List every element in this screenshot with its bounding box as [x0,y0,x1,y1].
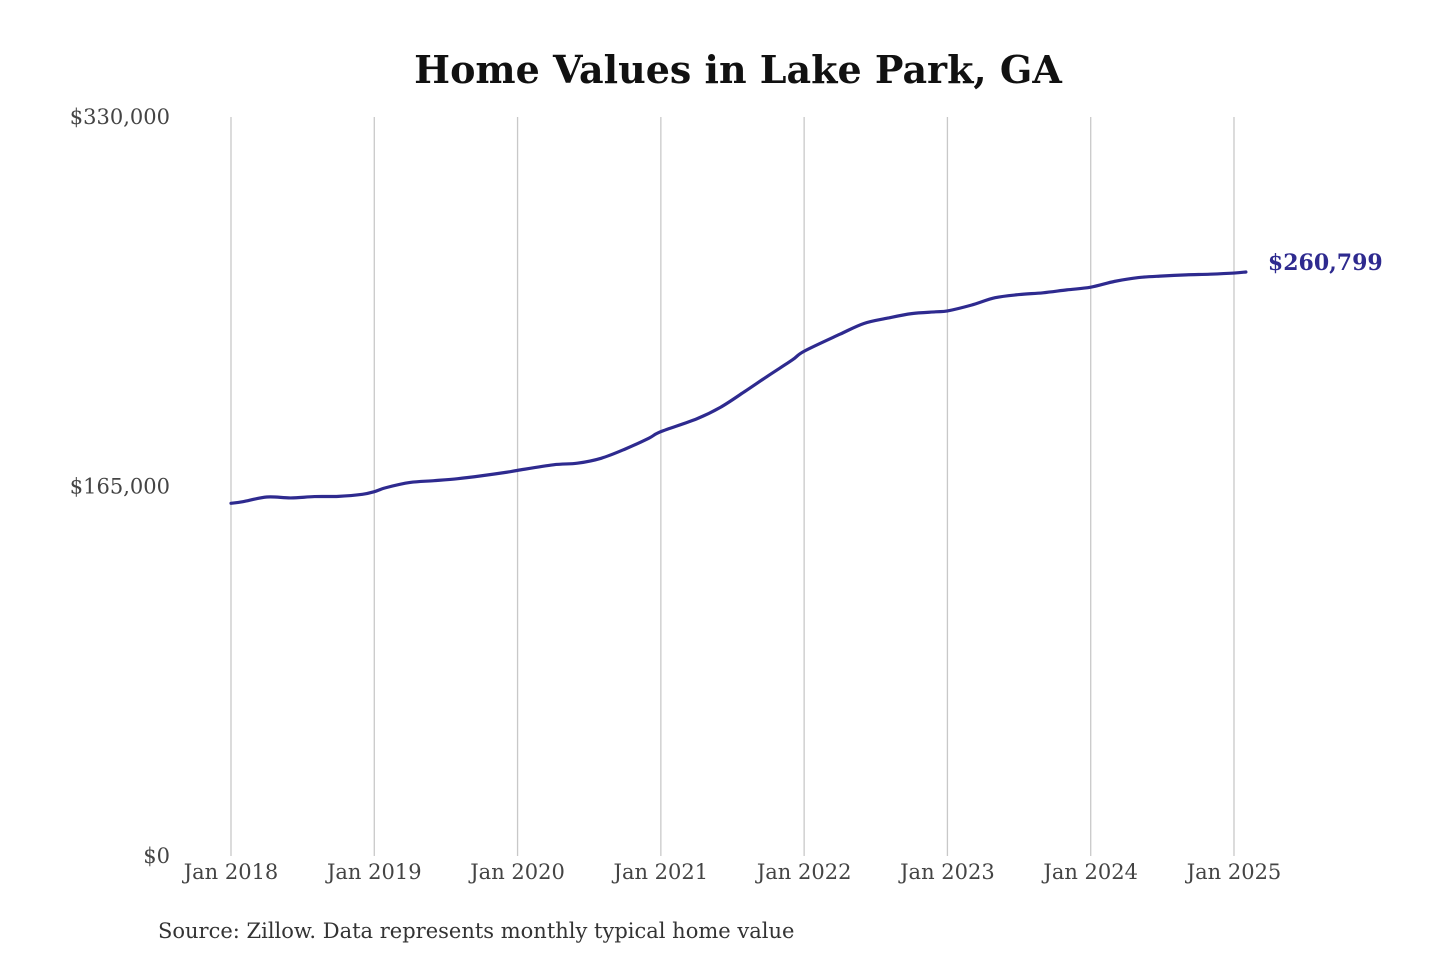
data-point [946,309,949,312]
x-tick-label: Jan 2021 [612,860,709,884]
x-tick-label: Jan 2023 [898,860,995,884]
data-point [838,333,841,336]
data-point [659,430,662,433]
data-point [695,417,698,420]
data-point [230,502,233,505]
data-point [241,500,244,503]
data-point [313,495,316,498]
data-point [337,495,340,498]
data-point [576,462,579,465]
data-point [433,479,436,482]
y-tick-label: $330,000 [70,105,170,129]
x-axis: Jan 2018 Jan 2019 Jan 2020 Jan 2021 Jan 2022… [182,860,1282,884]
x-tick-label: Jan 2019 [325,860,422,884]
data-point [1185,273,1188,276]
data-point [456,477,459,480]
chart-title: Home Values in Lake Park, GA [414,47,1062,92]
data-point [767,374,770,377]
data-point [361,493,364,496]
data-point [385,486,388,489]
data-point [480,474,483,477]
x-tick-label: Jan 2025 [1185,860,1282,884]
y-tick-label: $165,000 [70,475,170,499]
data-point [994,296,997,299]
source-note: Source: Zillow. Data represents monthly … [158,919,794,943]
data-point [934,310,937,313]
series-line [229,270,1248,505]
y-axis: $0 $165,000 $330,000 [70,105,170,868]
data-point [1233,272,1236,275]
data-point [624,448,627,451]
data-point [504,471,507,474]
data-point [373,490,376,493]
data-point [803,350,806,353]
end-value-label: $260,799 [1268,250,1383,276]
data-point [910,312,913,315]
data-point [1137,276,1140,279]
data-point [1209,273,1212,276]
data-point [647,437,650,440]
data-point [743,390,746,393]
data-point [719,406,722,409]
data-point [516,469,519,472]
x-tick-label: Jan 2024 [1041,860,1138,884]
series-group: $260,799 [229,250,1383,505]
data-point [1065,288,1068,291]
data-point [409,481,412,484]
x-tick-label: Jan 2018 [182,860,279,884]
data-point [1042,291,1045,294]
data-point [1113,280,1116,283]
data-point [1244,270,1247,273]
data-point [1018,293,1021,296]
data-point [600,457,603,460]
x-tick-label: Jan 2022 [755,860,852,884]
data-point [552,463,555,466]
gridlines [230,117,1235,856]
data-point [862,322,865,325]
data-point [970,304,973,307]
data-point [791,358,794,361]
data-point [289,496,292,499]
y-tick-label: $0 [143,844,170,868]
data-point [265,496,268,499]
x-tick-label: Jan 2020 [468,860,565,884]
data-point [1089,286,1092,289]
data-point [886,317,889,320]
data-point [1161,275,1164,278]
